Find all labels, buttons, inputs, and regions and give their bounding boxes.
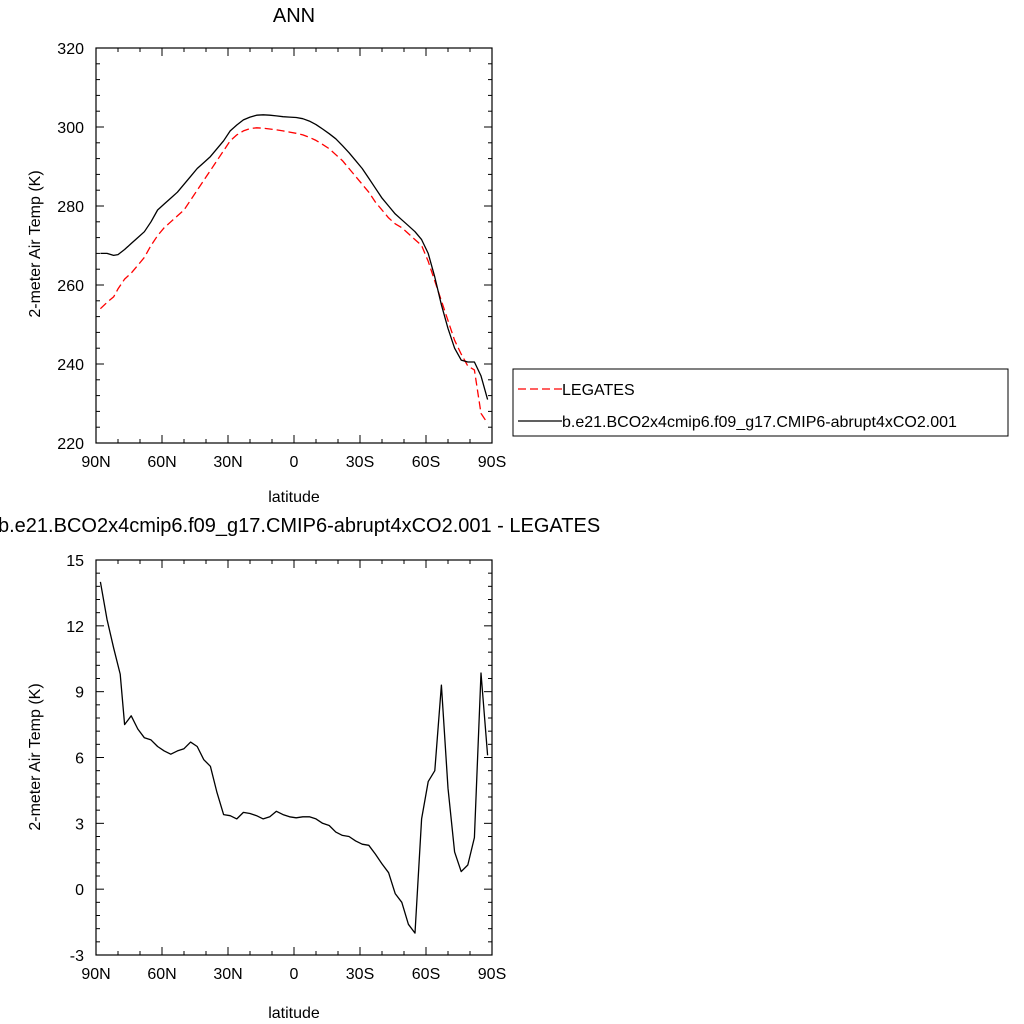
top-chart-panel: ANN 2-meter Air Temp (K) latitude 90N 60N… bbox=[27, 5, 506, 506]
legend-entry-legates: LEGATES bbox=[562, 382, 635, 399]
y-axis-label: 2-meter Air Temp (K) bbox=[27, 683, 44, 830]
plot-frame bbox=[95, 559, 493, 956]
legend-entry-model: b.e21.BCO2x4cmip6.f09_g17.CMIP6-abrupt4x… bbox=[562, 414, 957, 431]
y-tick-label: 3 bbox=[75, 816, 84, 833]
y-tick-label: 260 bbox=[57, 278, 84, 295]
bottom-chart-panel: b.e21.BCO2x4cmip6.f09_g17.CMIP6-abrupt4x… bbox=[0, 515, 600, 1022]
plot-frame bbox=[95, 47, 493, 444]
x-tick-label: 60N bbox=[147, 966, 176, 983]
y-tick-label: 12 bbox=[66, 619, 84, 636]
x-tick-label: 30N bbox=[213, 966, 242, 983]
legend: LEGATES b.e21.BCO2x4cmip6.f09_g17.CMIP6-… bbox=[512, 368, 1009, 437]
x-tick-label: 90N bbox=[81, 966, 110, 983]
series-group bbox=[99, 114, 489, 424]
y-tick-label: 0 bbox=[75, 882, 84, 899]
x-tick-label: 30S bbox=[346, 966, 374, 983]
axis-ticks: 90N 60N 30N 0 30S 60S 90S -3 0 3 6 9 12 15 bbox=[66, 553, 506, 983]
x-tick-label: 60S bbox=[412, 454, 440, 471]
y-tick-label: 9 bbox=[75, 685, 84, 702]
series-line-0 bbox=[99, 581, 489, 934]
x-tick-label: 60S bbox=[412, 966, 440, 983]
y-tick-label: 220 bbox=[57, 436, 84, 453]
series-line-1 bbox=[100, 114, 489, 400]
axis-ticks: 90N 60N 30N 0 30S 60S 90S 220 240 260 280 300 320 bbox=[57, 41, 506, 471]
y-tick-label: 15 bbox=[66, 553, 84, 570]
y-tick-label: 6 bbox=[75, 751, 84, 768]
x-tick-label: 60N bbox=[147, 454, 176, 471]
chart-title: b.e21.BCO2x4cmip6.f09_g17.CMIP6-abrupt4x… bbox=[0, 515, 600, 537]
legend-box bbox=[512, 368, 1009, 437]
x-axis-label: latitude bbox=[268, 489, 320, 506]
series-group bbox=[99, 581, 489, 934]
y-tick-label: 240 bbox=[57, 357, 84, 374]
y-axis-label: 2-meter Air Temp (K) bbox=[27, 170, 44, 317]
x-tick-label: 0 bbox=[290, 966, 299, 983]
y-tick-label: 280 bbox=[57, 199, 84, 216]
x-tick-label: 0 bbox=[290, 454, 299, 471]
series-line-0 bbox=[99, 127, 489, 424]
x-axis-label: latitude bbox=[268, 1005, 320, 1022]
chart-title: ANN bbox=[273, 5, 315, 27]
y-tick-label: 300 bbox=[57, 120, 84, 137]
x-tick-label: 30S bbox=[346, 454, 374, 471]
y-tick-label: -3 bbox=[70, 948, 84, 965]
x-tick-label: 90N bbox=[81, 454, 110, 471]
x-tick-label: 30N bbox=[213, 454, 242, 471]
x-tick-label: 90S bbox=[478, 966, 506, 983]
y-tick-label: 320 bbox=[57, 41, 84, 58]
x-tick-label: 90S bbox=[478, 454, 506, 471]
